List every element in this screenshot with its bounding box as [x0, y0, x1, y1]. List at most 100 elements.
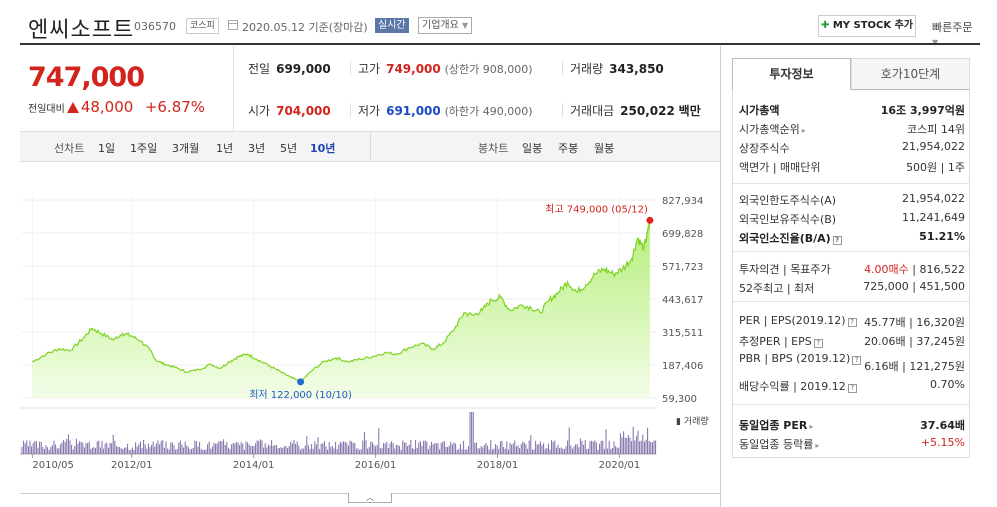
info-row: 배당수익률 | 2019.12? 0.70% — [739, 378, 965, 395]
tab-order-book[interactable]: 호가10단계 — [851, 58, 970, 90]
y-tick-label: 699,828 — [662, 229, 703, 240]
info-value: 16조 3,997억원 — [880, 104, 965, 117]
quick-order-label: 빠른주문 — [932, 21, 973, 34]
company-overview-select[interactable]: 기업개요 ▼ — [418, 17, 473, 34]
plus-icon: ✚ — [820, 20, 830, 31]
period-3y[interactable]: 3년 — [248, 142, 266, 155]
period-1y[interactable]: 1년 — [216, 142, 234, 155]
stat-label: 저가 — [358, 104, 381, 118]
info-value: 725,000 | 451,500 — [863, 280, 965, 293]
info-row: PER | EPS(2019.12)? 45.77배 | 16,320원 — [739, 314, 965, 331]
realtime-button[interactable]: 실시간 — [375, 18, 409, 33]
info-label: 외국인보유주식수(B) — [739, 213, 837, 226]
info-row: 액면가 | 매매단위 500원 | 1주 — [739, 159, 965, 176]
collapse-chevron-icon[interactable]: ︿ — [348, 493, 392, 503]
my-stock-label: MY STOCK 추가 — [832, 20, 914, 31]
change-label: 전일대비 — [28, 104, 65, 115]
info-row: 외국인한도주식수(A) 21,954,022 — [739, 192, 965, 209]
help-icon[interactable]: ? — [832, 236, 842, 245]
x-tick-label: 2014/01 — [233, 460, 275, 471]
stat-value: 699,000 — [276, 62, 331, 76]
est-eps-value: 37,245원 — [916, 335, 965, 348]
info-label: 외국인한도주식수(A) — [739, 194, 837, 207]
info-label: PBR | BPS (2019.12)? — [739, 352, 862, 365]
period-1d[interactable]: 1일 — [98, 142, 116, 155]
calendar-icon — [228, 20, 238, 30]
y-tick-label: 827,934 — [662, 196, 703, 207]
candle-monthly[interactable]: 월봉 — [594, 142, 615, 155]
stock-name: 엔씨소프트 — [28, 18, 135, 43]
period-10y[interactable]: 10년 — [310, 142, 336, 155]
info-label: 동일업종 PER ▸ — [739, 417, 813, 433]
info-tabs: 투자정보 호가10단계 — [732, 58, 970, 90]
stock-header: 엔씨소프트 036570 코스피 2020.05.12 기준(장마감) 실시간 … — [20, 10, 980, 47]
eps-value: 16,320원 — [916, 316, 965, 329]
help-icon[interactable]: ? — [813, 339, 823, 348]
info-label-text: 배당수익률 | 2019.12 — [739, 380, 846, 393]
candle-daily[interactable]: 일봉 — [522, 142, 543, 155]
info-label: 추정PER | EPS? — [739, 333, 823, 349]
y-tick-label: 59,300 — [662, 394, 697, 405]
stat-value: 250,022 — [620, 104, 675, 118]
help-icon[interactable]: ? — [852, 356, 862, 365]
price-chart[interactable]: 최고 749,000 (05/12) 최저 122,000 (10/10) 827… — [20, 162, 720, 482]
tab-invest-info[interactable]: 투자정보 — [732, 58, 851, 90]
period-5y[interactable]: 5년 — [280, 142, 298, 155]
market-badge: 코스피 — [186, 18, 219, 34]
period-1w[interactable]: 1주일 — [130, 142, 158, 155]
period-3m[interactable]: 3개월 — [172, 142, 200, 155]
low-annotation: 최저 122,000 (10/10) — [249, 389, 352, 401]
foreign-section: 외국인한도주식수(A) 21,954,022 외국인보유주식수(B) 11,241,… — [733, 184, 969, 252]
info-label: 투자의견 | 목표주가 — [739, 263, 831, 276]
info-value: 0.70% — [930, 378, 965, 391]
tab-divider — [370, 132, 371, 162]
info-value: 37.64배 — [920, 419, 965, 432]
line-chart-tab[interactable]: 선차트 — [54, 142, 85, 155]
info-row: 투자의견 | 목표주가 4.00매수 | 816,522 — [739, 261, 965, 278]
stat-high: 고가 749,000 (상한가 908,000) — [358, 60, 533, 77]
info-label: 52주최고 | 최저 — [739, 282, 815, 295]
info-value: 11,241,649 — [902, 211, 965, 224]
quote-date: 2020.05.12 기준(장마감) — [242, 21, 368, 34]
x-tick-label: 2012/01 — [111, 460, 153, 471]
stat-label: 거래량 — [570, 62, 604, 76]
stat-value: 704,000 — [276, 104, 331, 118]
w52-high: 725,000 — [863, 280, 909, 293]
lower-limit: (하한가 490,000) — [444, 105, 533, 118]
info-label: 외국인소진율(B/A)? — [739, 230, 842, 246]
info-value: 4.00매수 | 816,522 — [864, 263, 965, 276]
price-change: 전일대비 48,000 +6.87% — [28, 98, 205, 116]
x-axis-ticks: 2010/05 2012/01 2014/01 2016/01 2018/01 2020/… — [31, 454, 640, 471]
help-icon[interactable]: ? — [847, 384, 857, 393]
caret-icon: ▸ — [801, 126, 806, 135]
y-axis-ticks: 827,934 699,828 571,723 443,617 315,511 187,4… — [662, 196, 703, 405]
panel-divider — [720, 46, 721, 507]
info-row: 추정PER | EPS? 20.06배 | 37,245원 — [739, 333, 965, 350]
quick-order-button[interactable]: 빠른주문 ▼ — [932, 19, 980, 48]
divider — [562, 103, 563, 117]
opinion-value: 4.00매수 — [864, 263, 909, 276]
company-overview-label: 기업개요 — [422, 20, 459, 31]
y-tick-label: 443,617 — [662, 295, 703, 306]
chart-marks: 최고 749,000 (05/12) 최저 122,000 (10/10) — [249, 203, 654, 401]
opinion-section: 투자의견 | 목표주가 4.00매수 | 816,522 52주최고 | 최저 72… — [733, 252, 969, 302]
info-label: 시가총액 — [739, 104, 780, 117]
price-box: 747,000 전일대비 48,000 +6.87% — [20, 46, 234, 132]
amount-unit: 백만 — [678, 104, 701, 118]
info-value: 21,954,022 — [902, 192, 965, 205]
candle-weekly[interactable]: 주봉 — [558, 142, 579, 155]
high-annotation: 최고 749,000 (05/12) — [545, 203, 648, 215]
my-stock-add-button[interactable]: ✚ MY STOCK 추가 — [818, 15, 916, 37]
change-percent: +6.87% — [144, 98, 206, 116]
stat-label: 고가 — [358, 62, 381, 76]
price-chart-svg: 최고 749,000 (05/12) 최저 122,000 (10/10) 827… — [20, 196, 709, 471]
info-row: 동일업종 PER ▸ 37.64배 — [739, 417, 965, 434]
info-value: 21,954,022 — [902, 140, 965, 153]
y-tick-label: 315,511 — [662, 328, 703, 339]
candle-chart-tab[interactable]: 봉차트 — [478, 142, 509, 155]
price-line — [32, 218, 651, 383]
info-label-text: 동일업종 PER — [739, 419, 808, 432]
info-label: PER | EPS(2019.12)? — [739, 314, 857, 327]
help-icon[interactable]: ? — [847, 318, 857, 327]
invest-info-panel: 시가총액 16조 3,997억원 시가총액순위 ▸ 코스피 14위 상장주식수 21,9… — [732, 90, 970, 458]
